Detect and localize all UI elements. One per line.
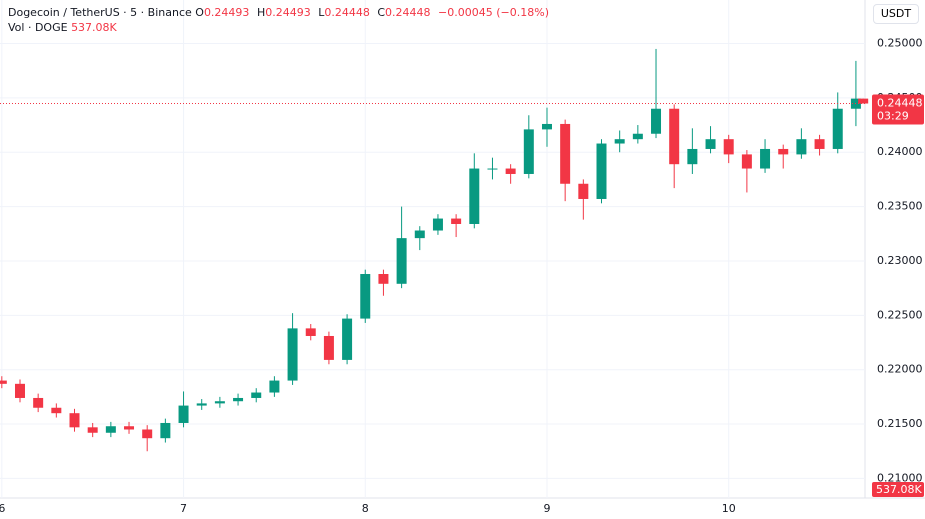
candle-body — [705, 139, 716, 149]
candle-body — [51, 407, 62, 414]
candle-body — [858, 98, 869, 104]
candle-body — [251, 392, 262, 398]
y-tick-label: 0.24000 — [877, 145, 923, 158]
candle-body — [342, 318, 353, 360]
candle-body — [196, 403, 207, 406]
candle-body — [378, 274, 389, 284]
currency-button[interactable]: USDT — [873, 4, 919, 24]
candle-body — [305, 328, 316, 336]
countdown: 03:29 — [877, 110, 909, 123]
candle-body — [124, 426, 135, 430]
y-tick-label: 0.21500 — [877, 417, 923, 430]
x-tick-label: 6 — [0, 502, 5, 515]
y-tick-label: 0.22000 — [877, 363, 923, 376]
ohlc-key: C — [377, 6, 386, 19]
change: −0.00045 (−0.18%) — [438, 6, 549, 19]
x-tick-label: 9 — [543, 502, 550, 515]
ohlc-row: Dogecoin / TetherUS · 5 · Binance O0.244… — [8, 5, 553, 20]
candle-body — [142, 429, 153, 439]
volume-tag — [872, 482, 924, 497]
ohlc-key: L — [318, 6, 325, 19]
volume-tag-label: 537.08K — [876, 483, 922, 496]
candle-body — [687, 148, 698, 165]
ohlc-value: 0.24493 — [203, 6, 250, 19]
candle-body — [814, 139, 825, 149]
volume-row: Vol · DOGE 537.08K — [8, 20, 553, 35]
candle-body — [832, 108, 843, 149]
volume-title: Vol · DOGE — [8, 21, 68, 34]
candle-body — [69, 413, 80, 428]
y-tick-label: 0.21000 — [877, 471, 923, 484]
volume-value: 537.08K — [71, 21, 117, 34]
candle-body — [14, 383, 25, 398]
candle-body — [669, 108, 680, 165]
last-price-label: 0.24448 — [877, 97, 923, 110]
candle-body — [632, 133, 643, 140]
candle-body — [87, 427, 98, 433]
candle-body — [451, 218, 462, 224]
candle-body — [651, 108, 662, 134]
candle-body — [178, 405, 189, 423]
candle-body — [0, 380, 7, 384]
y-tick-label: 0.25000 — [877, 36, 923, 49]
candle-body — [160, 422, 171, 439]
candle-body — [396, 238, 407, 284]
x-tick-label: 7 — [180, 502, 187, 515]
ohlc-key: O — [195, 6, 204, 19]
candle-body — [487, 168, 498, 170]
candle-body — [323, 335, 334, 360]
legend: Dogecoin / TetherUS · 5 · Binance O0.244… — [8, 5, 553, 35]
candle-body — [614, 139, 625, 144]
candle-body — [432, 218, 443, 231]
candle-body — [560, 123, 571, 184]
ohlc-value: 0.24448 — [324, 6, 370, 19]
candle-body — [778, 148, 789, 155]
candle-body — [796, 139, 807, 155]
y-tick-label: 0.23500 — [877, 200, 923, 213]
candle-body — [469, 168, 480, 224]
candle-body — [523, 129, 534, 174]
ohlc-value: 0.24448 — [385, 6, 431, 19]
symbol-title: Dogecoin / TetherUS · 5 · Binance — [8, 6, 192, 19]
candle-body — [505, 168, 516, 174]
candle-body — [287, 328, 298, 381]
ohlc-key: H — [256, 6, 266, 19]
last-price-tag — [872, 94, 924, 125]
y-tick-label: 0.22500 — [877, 308, 923, 321]
ohlc-value: 0.24493 — [265, 6, 311, 19]
candle-body — [414, 230, 425, 239]
candle-body — [269, 380, 280, 393]
candle-body — [233, 397, 244, 402]
candle-body — [741, 154, 752, 169]
x-tick-label: 8 — [362, 502, 369, 515]
y-tick-label: 0.23000 — [877, 254, 923, 267]
candle-body — [214, 401, 225, 404]
candle-body — [596, 143, 607, 199]
candle-body — [541, 123, 552, 130]
candle-body — [33, 397, 44, 408]
x-tick-label: 10 — [722, 502, 736, 515]
candle-body — [105, 426, 116, 433]
candle-body — [723, 139, 734, 155]
candle-body — [760, 148, 771, 169]
candle-body — [360, 274, 371, 319]
candle-body — [578, 183, 589, 199]
